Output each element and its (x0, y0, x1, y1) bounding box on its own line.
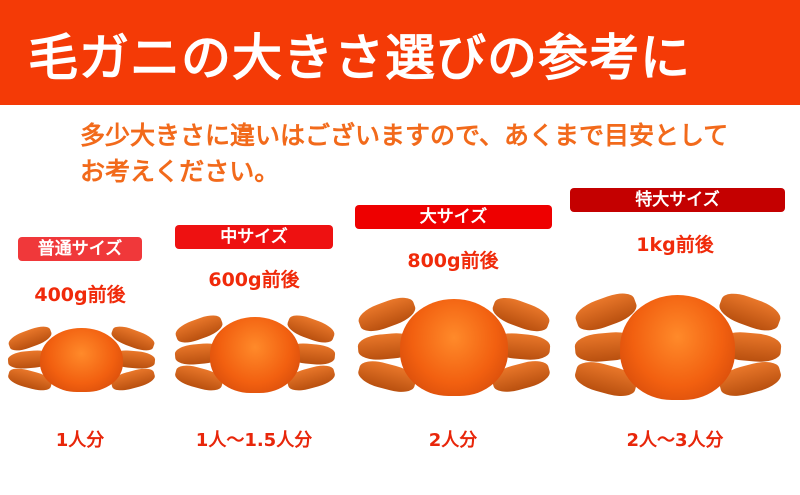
size-label-normal: 普通サイズ (18, 237, 142, 261)
crab-shell (400, 299, 508, 396)
size-label-extra-large: 特大サイズ (570, 188, 785, 212)
servings-normal: 1人分 (55, 430, 105, 451)
servings-large: 2人分 (428, 430, 478, 451)
weight-extra-large: 1kg前後 (636, 234, 714, 256)
crab-image-large (355, 290, 553, 405)
crab-image-normal (6, 322, 157, 398)
weight-large: 800g前後 (407, 250, 499, 272)
subtitle-line: 多少大きさに違いはございますので、あくまで目安として (80, 121, 729, 150)
crab-shell (210, 317, 300, 393)
crab-shell (620, 295, 735, 400)
crab-image-extra-large (572, 285, 783, 410)
weight-normal: 400g前後 (34, 284, 126, 306)
header-banner: 毛ガニの大きさ選びの参考に (0, 0, 800, 105)
subtitle-line: お考えください。 (80, 157, 280, 186)
size-label-large: 大サイズ (355, 205, 552, 229)
subtitle: 多少大きさに違いはございますので、あくまで目安として お考えください。 (80, 118, 780, 190)
servings-extra-large: 2人〜3人分 (626, 430, 724, 451)
page-title: 毛ガニの大きさ選びの参考に (28, 29, 691, 87)
size-label-medium: 中サイズ (175, 225, 333, 249)
crab-image-medium (173, 310, 337, 400)
weight-medium: 600g前後 (208, 269, 300, 291)
servings-medium: 1人〜1.5人分 (195, 430, 313, 451)
crab-shell (40, 328, 123, 392)
